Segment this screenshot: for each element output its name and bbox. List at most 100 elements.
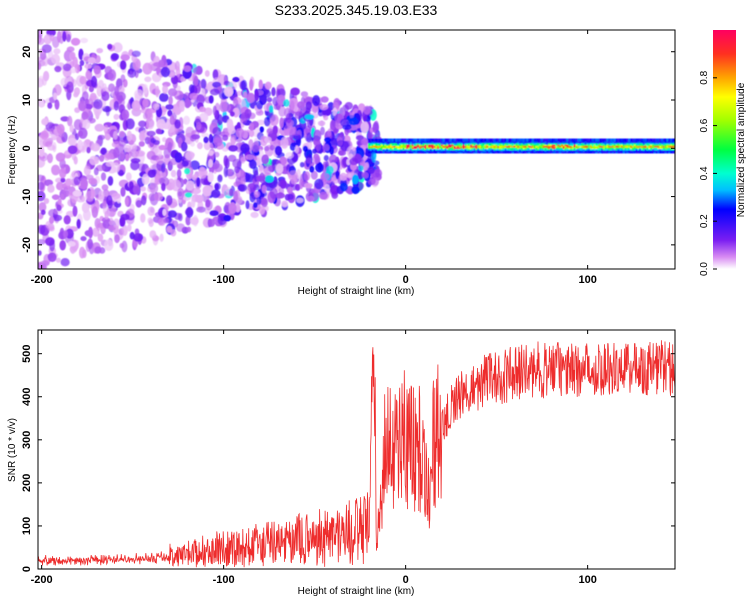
spectrogram-band-cell: [537, 138, 540, 142]
snr-frame: [37, 329, 676, 570]
spectrogram-band-cell: [502, 138, 506, 142]
spectrogram-cell: [200, 78, 207, 90]
spectrogram-cell: [323, 115, 329, 121]
snr-x-label: Height of straight line (km): [298, 586, 415, 597]
spectrogram-cell: [62, 63, 72, 72]
spectrogram-cell: [147, 169, 157, 178]
spectrogram-cell: [104, 239, 114, 251]
spectrogram-cell: [217, 114, 223, 126]
spectrogram-cell: [184, 98, 191, 109]
snr-x-ticks: -200 -100 0 100: [31, 330, 597, 586]
spectrogram-cell: [287, 193, 294, 200]
spectrogram-cell: [125, 118, 135, 130]
colorbar: 0.0 0.2 0.4 0.6 0.8 Normalized spectral ampl…: [699, 30, 747, 276]
spectrogram-cell: [78, 48, 84, 60]
spectrogram-cell: [304, 114, 315, 120]
spectrogram-cell: [123, 144, 132, 153]
spectrogram-cell: [93, 65, 101, 75]
spectrogram-cell: [94, 55, 101, 64]
spectrogram-cell: [196, 206, 207, 213]
spectrogram-cell: [57, 198, 62, 205]
spectrogram-cell: [47, 144, 56, 151]
spectrogram-cell: [114, 234, 120, 244]
spectrogram-cell: [180, 141, 188, 152]
spectrogram-cell: [232, 98, 239, 108]
spectrogram-cell: [299, 178, 304, 190]
spectrogram-band-cell: [510, 138, 513, 142]
spectrogram-cell: [142, 98, 149, 108]
spectrogram-cell: [120, 54, 130, 61]
spectrogram-cell: [145, 118, 155, 130]
spectrogram-cell: [188, 84, 195, 93]
spectrogram-cell: [245, 172, 253, 183]
snr-background: [38, 330, 675, 569]
spectrogram-band-cell: [462, 138, 466, 142]
spectrogram-cell: [113, 218, 120, 229]
spectrogram-band-cell: [459, 138, 462, 142]
spectrogram-cell: [328, 154, 338, 165]
spectrogram-band-cell: [531, 138, 535, 142]
spectrogram-cell: [88, 177, 98, 185]
spectrogram-cell: [100, 147, 107, 156]
spectrogram-cell: [80, 37, 89, 44]
spectrogram-cell: [63, 186, 69, 197]
spectrogram-cell: [232, 76, 240, 83]
spectrogram-band-cell: [520, 138, 524, 142]
spectrogram-cell: [105, 152, 115, 160]
spectrogram-cell: [72, 56, 78, 68]
spectrogram-cell: [38, 146, 45, 157]
spectrogram-cell: [84, 63, 92, 69]
spectrogram-cell: [208, 95, 214, 104]
spectrogram-xtick-label: -200: [31, 274, 53, 286]
spectrogram-cell: [43, 34, 52, 45]
spectrogram-band-cell: [540, 138, 544, 142]
spectrogram-band-cell: [577, 138, 580, 142]
spectrogram-cell: [306, 132, 312, 143]
spectrogram-band-cell: [522, 138, 526, 142]
spectrogram-cell: [142, 83, 149, 95]
spectrogram-cell: [47, 153, 53, 164]
spectrogram-cell: [360, 121, 369, 134]
spectrogram-cell: [264, 145, 270, 152]
spectrogram-cell: [81, 111, 89, 121]
spectrogram-cell: [254, 89, 259, 102]
colorbar-tick-label: 0.2: [699, 214, 710, 228]
spectrogram-cell: [337, 150, 347, 156]
spectrogram-cell: [367, 166, 375, 174]
spectrogram-cell: [323, 155, 329, 162]
snr-ytick-label: 100: [21, 517, 33, 535]
spectrogram-band-cell: [564, 138, 568, 142]
spectrogram-cell: [295, 183, 301, 191]
spectrogram-band-cell: [519, 138, 522, 142]
spectrogram-cell: [80, 236, 87, 242]
spectrogram-cell: [90, 143, 101, 152]
spectrogram-band-cell: [506, 138, 509, 142]
spectrogram-cell: [208, 150, 214, 156]
spectrogram-cell: [143, 112, 148, 120]
spectrogram-cell: [285, 152, 294, 159]
spectrogram-cell: [133, 233, 144, 242]
spectrogram-cell: [111, 162, 120, 173]
spectrogram-cell: [97, 134, 106, 140]
spectrogram-cell: [121, 224, 128, 236]
spectrogram-band-cell: [500, 138, 504, 142]
spectrogram-cell: [213, 134, 223, 147]
spectrogram-cell: [156, 119, 166, 130]
spectrogram-cell: [263, 163, 273, 175]
figure-title: S233.2025.345.19.03.E33: [275, 2, 438, 18]
spectrogram-band-cell: [644, 138, 648, 142]
spectrogram-cell: [130, 158, 141, 164]
spectrogram-band-cell: [611, 138, 615, 142]
spectrogram-cells: [38, 30, 675, 269]
spectrogram-cell: [296, 197, 304, 204]
spectrogram-cell: [142, 173, 150, 185]
spectrogram-band-cell: [582, 138, 586, 142]
spectrogram-band-cell: [517, 138, 520, 142]
spectrogram-cell: [286, 125, 296, 136]
spectrogram-cell: [155, 128, 162, 135]
spectrogram-cell: [88, 85, 94, 93]
spectrogram-cell: [47, 102, 53, 109]
spectrogram-band-cell: [391, 138, 395, 142]
spectrogram-cell: [41, 44, 52, 54]
spectrogram-cell: [166, 225, 173, 233]
